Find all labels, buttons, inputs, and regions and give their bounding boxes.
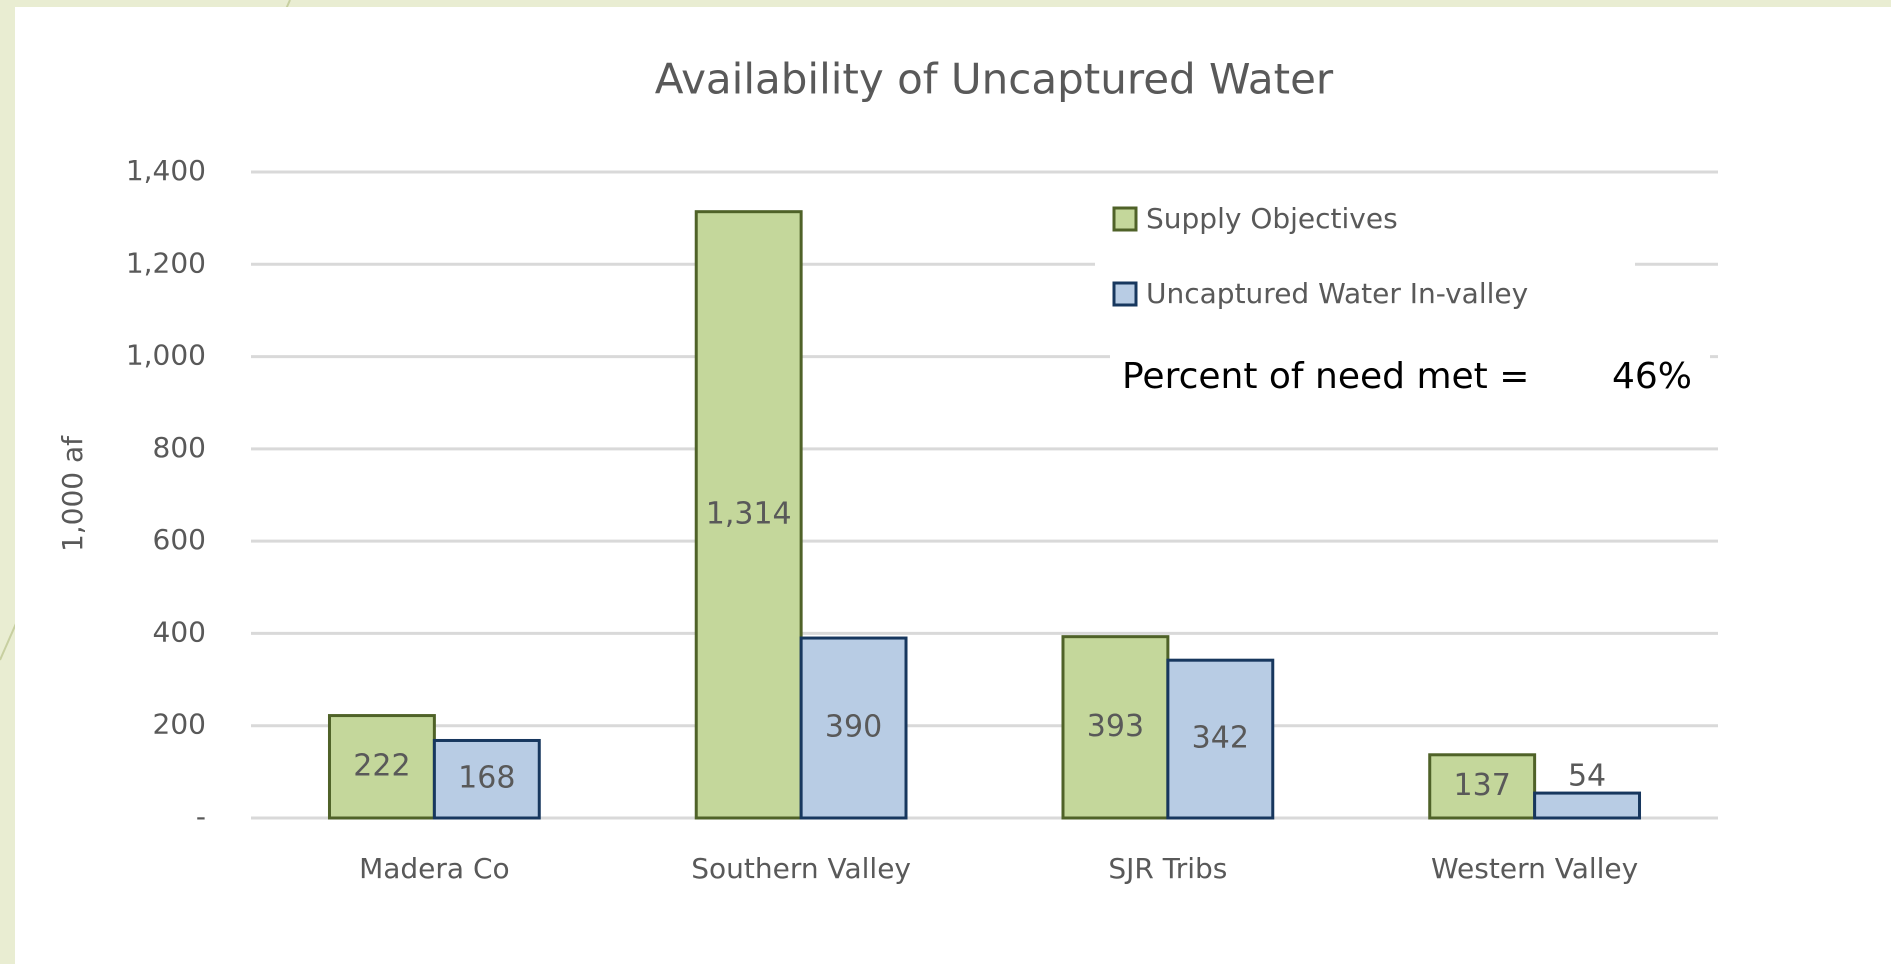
bar	[432, 738, 541, 820]
x-tick-label: Southern Valley	[691, 852, 911, 885]
y-tick-label: 200	[153, 708, 206, 741]
y-tick-label: 1,400	[126, 154, 206, 187]
data-label: 1,314	[706, 496, 792, 531]
y-tick-label: 600	[153, 523, 206, 556]
annotation-value: 46%	[1612, 356, 1692, 397]
bar	[1533, 791, 1642, 820]
annotation-text: Percent of need met =	[1122, 356, 1529, 397]
bar	[1428, 753, 1537, 820]
bar	[1166, 658, 1275, 820]
legend-bg	[1095, 195, 1635, 335]
legend-label: Supply Objectives	[1146, 202, 1398, 235]
y-tick-label: 1,200	[126, 246, 206, 279]
chart-title: Availability of Uncaptured Water	[655, 55, 1334, 104]
y-axis-label: 1,000 af	[56, 435, 89, 552]
x-tick-label: Western Valley	[1431, 852, 1638, 885]
data-label: 168	[458, 761, 515, 796]
data-label: 222	[353, 748, 410, 783]
y-tick-label: 400	[153, 615, 206, 648]
chart-area	[15, 7, 1891, 964]
data-label: 54	[1568, 759, 1606, 794]
bar	[1061, 635, 1170, 820]
annotation-bg	[1110, 350, 1710, 405]
bar	[694, 210, 803, 820]
y-tick-label: 1,000	[126, 339, 206, 372]
y-tick-label: -	[196, 800, 206, 833]
legend-swatch	[1112, 281, 1138, 307]
x-tick-label: Madera Co	[359, 852, 510, 885]
legend-label: Uncaptured Water In-valley	[1146, 277, 1528, 310]
y-tick-label: 800	[153, 431, 206, 464]
data-label: 393	[1087, 709, 1144, 744]
legend-swatch	[1112, 206, 1138, 232]
data-label: 137	[1454, 768, 1511, 803]
x-tick-label: SJR Tribs	[1108, 852, 1227, 885]
data-label: 342	[1192, 721, 1249, 756]
data-label: 390	[825, 710, 882, 745]
bar	[799, 636, 908, 820]
